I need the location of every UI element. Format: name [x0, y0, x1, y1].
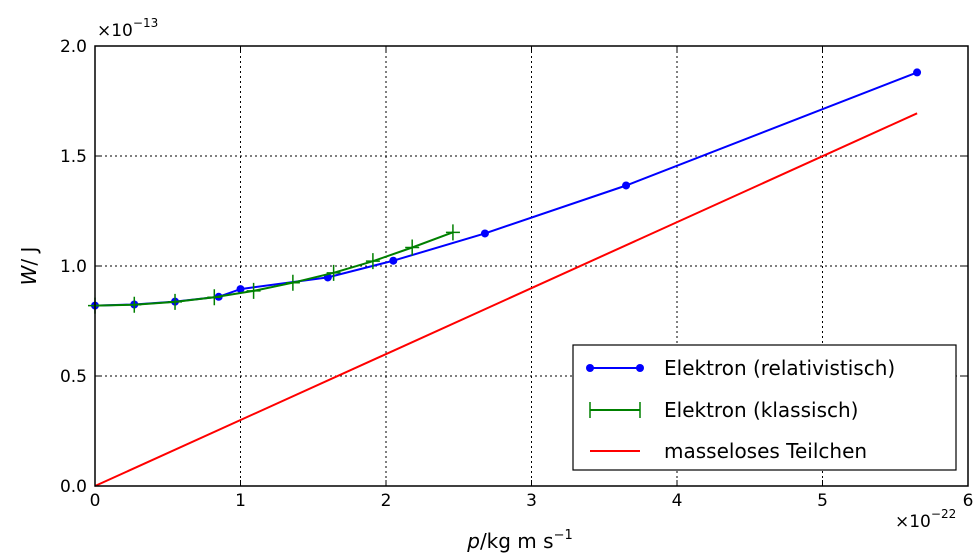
data-point-classical: [168, 293, 183, 310]
legend-marker-relativistic-end: [636, 364, 644, 372]
legend-label-classical: Elektron (klassisch): [664, 398, 858, 422]
data-point-classical: [445, 224, 460, 241]
x-tick-label: 0: [90, 491, 101, 511]
data-point-classical: [127, 296, 142, 313]
data-point-relativistic: [913, 68, 922, 77]
data-point-relativistic: [622, 181, 631, 190]
x-tick-label: 2: [381, 491, 392, 511]
legend-label-relativistic: Elektron (relativistisch): [664, 356, 895, 380]
ticks: 0 1 2 3 4 5 6 0.0 0.5 1.0 1.5 2.0: [60, 37, 973, 511]
series-line-relativistic: [94, 71, 918, 307]
data-point-relativistic: [236, 285, 245, 294]
y-axis-label: W/ J: [17, 247, 41, 286]
data-point-classical: [285, 274, 300, 291]
x-tick-label: 1: [235, 491, 246, 511]
y-tick-label: 1.0: [60, 257, 87, 277]
data-point-classical: [246, 282, 261, 299]
y-tick-label: 1.5: [60, 147, 87, 167]
series-line-classical: [94, 231, 454, 307]
legend-marker-classical: [589, 402, 641, 418]
x-tick-label: 3: [526, 491, 537, 511]
x-tick-label: 6: [963, 491, 974, 511]
data-point-classical: [365, 253, 380, 270]
legend-marker-relativistic: [586, 364, 594, 372]
legend-label-massless: masseloses Teilchen: [664, 439, 867, 463]
data-point-relativistic: [389, 256, 398, 265]
data-point-relativistic: [480, 229, 489, 238]
legend: Elektron (relativistisch) Elektron (klas…: [572, 344, 957, 471]
x-scale-multiplier: ×10−22: [895, 507, 956, 532]
series-layer: [88, 68, 922, 487]
x-tick-label: 5: [817, 491, 828, 511]
y-tick-label: 0.0: [60, 477, 87, 497]
data-point-classical: [207, 289, 222, 306]
data-point-classical: [405, 239, 420, 256]
y-scale-multiplier: ×10−13: [97, 16, 158, 41]
x-tick-label: 4: [672, 491, 683, 511]
series-line-massless: [94, 112, 918, 487]
y-tick-label: 2.0: [60, 37, 87, 57]
y-tick-label: 0.5: [60, 367, 87, 387]
x-axis-label: p/kg m s−1: [466, 528, 573, 553]
data-point-classical: [326, 264, 341, 281]
